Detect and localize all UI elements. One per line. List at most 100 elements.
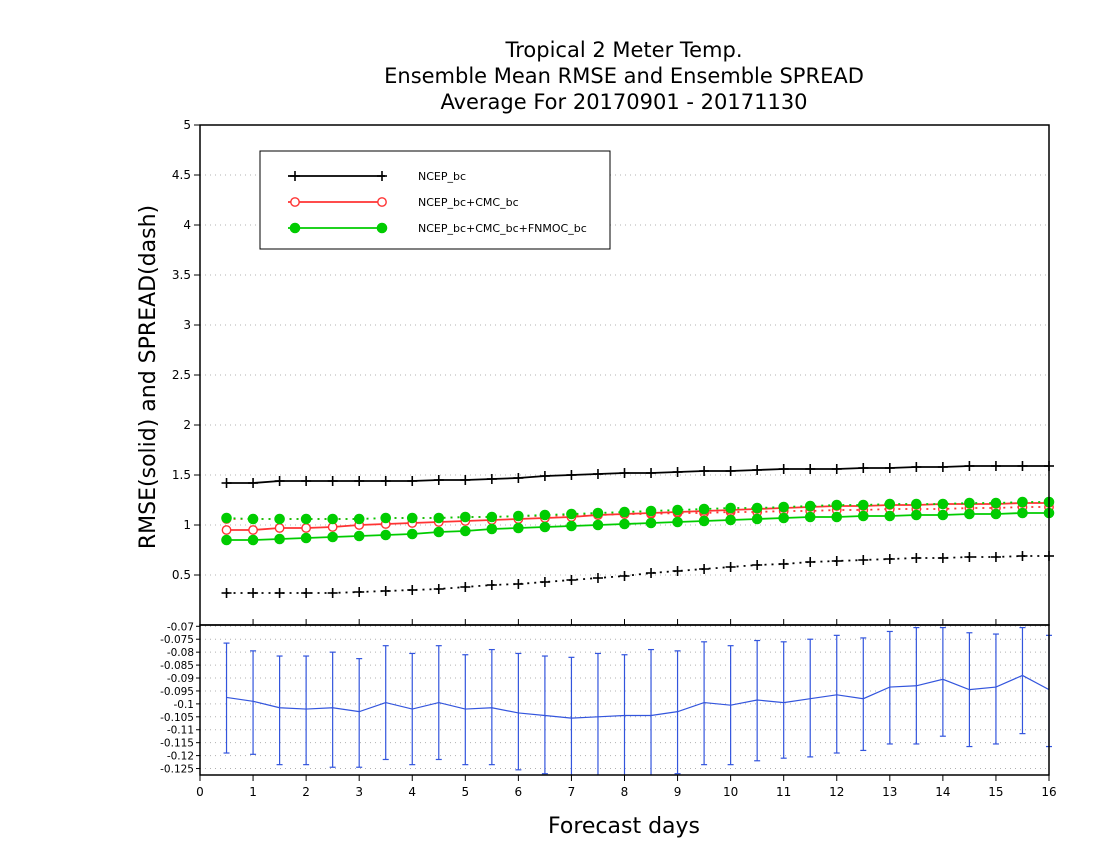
- plus-marker: [884, 554, 895, 564]
- plus-marker: [301, 476, 312, 486]
- filled-circle-marker: [566, 508, 577, 520]
- plus-marker: [752, 465, 763, 475]
- plus-marker: [884, 463, 895, 473]
- plus-marker: [377, 171, 387, 181]
- filled-circle-marker: [300, 532, 312, 544]
- filled-circle-marker: [592, 519, 604, 531]
- y-tick-label: -0.085: [160, 660, 194, 672]
- filled-circle-marker: [937, 498, 949, 510]
- plus-marker: [911, 553, 922, 563]
- plus-marker: [566, 470, 577, 480]
- filled-circle-marker: [380, 529, 392, 541]
- plus-marker: [699, 466, 710, 476]
- plus-marker: [274, 588, 285, 598]
- y-tick-label: 1: [183, 518, 191, 532]
- filled-circle-marker: [831, 511, 843, 523]
- filled-circle-marker: [672, 516, 683, 528]
- filled-circle-marker: [645, 517, 657, 529]
- y-tick-label: -0.08: [167, 647, 194, 659]
- series-2: [221, 496, 1055, 546]
- filled-circle-marker: [1017, 496, 1028, 508]
- filled-circle-marker: [645, 505, 657, 517]
- x-tick-label: 8: [621, 785, 629, 799]
- x-tick-label: 12: [829, 785, 844, 799]
- filled-circle-marker: [911, 509, 922, 521]
- plus-marker: [937, 553, 948, 563]
- open-circle-marker: [377, 197, 387, 207]
- plus-marker: [513, 579, 524, 589]
- plus-marker: [354, 476, 365, 486]
- plus-marker: [301, 588, 312, 598]
- plus-marker: [911, 462, 922, 472]
- filled-circle-marker: [592, 507, 604, 519]
- x-axis-ticks: 0 1 2 3 4 5 6 7 8 9 10 11 12 13 14 15 16: [196, 619, 1057, 799]
- y-tick-label: -0.1: [174, 699, 195, 711]
- plus-marker: [460, 475, 471, 485]
- filled-circle-marker: [778, 501, 789, 513]
- filled-circle-marker: [327, 513, 338, 525]
- filled-circle-marker: [433, 526, 445, 538]
- filled-circle-marker: [990, 497, 1002, 509]
- legend-box: [259, 150, 611, 250]
- x-tick-label: 7: [568, 785, 576, 799]
- plus-marker: [221, 588, 232, 598]
- x-tick-label: 3: [355, 785, 363, 799]
- plus-marker: [619, 571, 630, 581]
- chart-title-line-2: Ensemble Mean RMSE and Ensemble SPREAD: [384, 64, 864, 88]
- x-tick-label: 13: [882, 785, 897, 799]
- plus-marker: [327, 588, 338, 598]
- filled-circle-marker: [964, 508, 975, 520]
- filled-circle-marker: [539, 521, 551, 533]
- filled-circle-marker: [539, 509, 551, 521]
- plus-marker: [592, 573, 603, 583]
- plus-marker: [990, 552, 1001, 562]
- filled-circle-marker: [884, 498, 896, 510]
- series-layer: [221, 461, 1055, 598]
- filled-circle-marker: [380, 512, 392, 524]
- x-axis-label: Forecast days: [548, 814, 700, 839]
- y-tick-label: 2.5: [172, 368, 191, 382]
- filled-circle-marker: [486, 511, 498, 523]
- y-tick-label: -0.095: [160, 686, 194, 698]
- y-tick-label: -0.105: [160, 712, 194, 724]
- bottom-panel-y-ticks: -0.07-0.075-0.08-0.085-0.09-0.095-0.1-0.…: [160, 621, 200, 776]
- filled-circle-marker: [460, 511, 471, 523]
- filled-circle-marker: [274, 533, 285, 545]
- plus-marker: [831, 556, 842, 566]
- y-tick-label: -0.115: [160, 738, 194, 750]
- plus-marker: [566, 575, 577, 585]
- plus-marker: [290, 171, 300, 181]
- x-tick-label: 14: [935, 785, 950, 799]
- chart-title-line-1: Tropical 2 Meter Temp.: [504, 38, 742, 62]
- x-tick-label: 2: [302, 785, 310, 799]
- plus-marker: [486, 474, 497, 484]
- legend-label: NCEP_bc: [418, 170, 466, 183]
- x-tick-label: 15: [988, 785, 1003, 799]
- y-tick-label: 3: [183, 318, 191, 332]
- filled-circle-marker: [698, 515, 710, 527]
- plus-marker: [858, 555, 869, 565]
- filled-circle-marker: [247, 534, 259, 546]
- plus-marker: [248, 478, 259, 488]
- filled-circle-marker: [911, 498, 922, 510]
- y-tick-label: 3.5: [172, 268, 191, 282]
- x-tick-label: 1: [249, 785, 257, 799]
- plus-marker: [646, 568, 657, 578]
- plus-marker: [672, 566, 683, 576]
- plus-marker: [858, 463, 869, 473]
- legend: NCEP_bc NCEP_bc+CMC_bc NCEP_bc+CMC_bc+FNMO…: [259, 150, 611, 250]
- filled-circle-marker: [513, 510, 524, 522]
- plus-marker: [460, 582, 471, 592]
- plus-marker: [752, 560, 763, 570]
- filled-circle-marker: [857, 510, 869, 522]
- y-tick-label: 2: [183, 418, 191, 432]
- filled-circle-marker: [566, 520, 577, 532]
- plus-marker: [778, 464, 789, 474]
- plus-marker: [539, 471, 550, 481]
- filled-circle-marker: [804, 511, 816, 523]
- plus-marker: [964, 461, 975, 471]
- filled-circle-marker: [513, 522, 524, 534]
- plus-marker: [646, 468, 657, 478]
- y-tick-label: -0.125: [160, 764, 194, 776]
